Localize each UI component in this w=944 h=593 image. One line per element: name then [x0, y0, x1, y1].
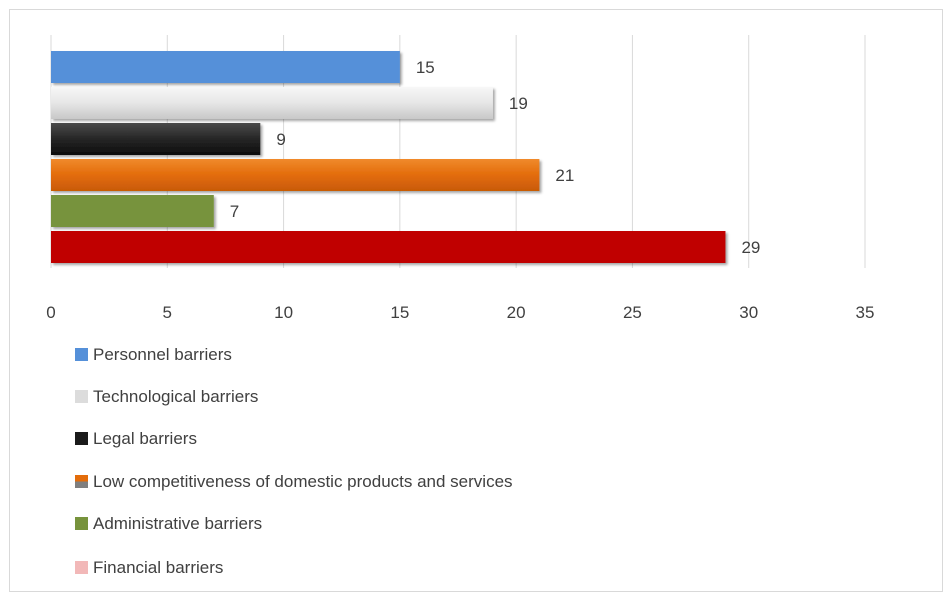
data-label-administrative-barriers: 7 — [230, 202, 239, 221]
bar-low-competitiveness-of-domestic-products-and-services — [51, 159, 539, 191]
legend-swatch-legal-barriers — [75, 432, 88, 445]
x-tick-label-0: 0 — [46, 303, 55, 322]
data-label-financial-barriers: 29 — [741, 238, 760, 257]
x-tick-label-10: 10 — [274, 303, 293, 322]
legend-label-financial-barriers: Financial barriers — [93, 558, 223, 577]
legend-label-technological-barriers: Technological barriers — [93, 387, 258, 406]
legend-label-administrative-barriers: Administrative barriers — [93, 514, 262, 533]
x-tick-label-30: 30 — [739, 303, 758, 322]
data-label-technological-barriers: 19 — [509, 94, 528, 113]
data-label-legal-barriers: 9 — [276, 130, 285, 149]
bar-legal-barriers — [51, 123, 260, 155]
legend-label-low-competitiveness-of-domestic-products-and-services: Low competitiveness of domestic products… — [93, 472, 513, 491]
x-axis-tick-labels: 0 5 10 15 20 25 30 35 — [46, 303, 874, 322]
bar-financial-barriers — [51, 231, 725, 263]
data-label-personnel-barriers: 15 — [416, 58, 435, 77]
legend-label-personnel-barriers: Personnel barriers — [93, 345, 232, 364]
legend-label-legal-barriers: Legal barriers — [93, 429, 197, 448]
x-tick-label-25: 25 — [623, 303, 642, 322]
bars — [51, 51, 725, 263]
bar-personnel-barriers — [51, 51, 400, 83]
data-label-low-competitiveness-of-domestic-products-and-services: 21 — [555, 166, 574, 185]
legend-swatch-technological-barriers — [75, 390, 88, 403]
legend-swatch-low-competitiveness-of-domestic-products-and-services — [75, 475, 88, 488]
x-tick-label-20: 20 — [507, 303, 526, 322]
legend-swatch-administrative-barriers — [75, 517, 88, 530]
x-tick-label-15: 15 — [390, 303, 409, 322]
x-tick-label-35: 35 — [856, 303, 875, 322]
legend-swatch-financial-barriers — [75, 561, 88, 574]
x-tick-label-5: 5 — [163, 303, 172, 322]
bar-technological-barriers — [51, 87, 493, 119]
legend: Personnel barriers Technological barriers… — [75, 345, 513, 577]
bar-administrative-barriers — [51, 195, 214, 227]
legend-swatch-personnel-barriers — [75, 348, 88, 361]
